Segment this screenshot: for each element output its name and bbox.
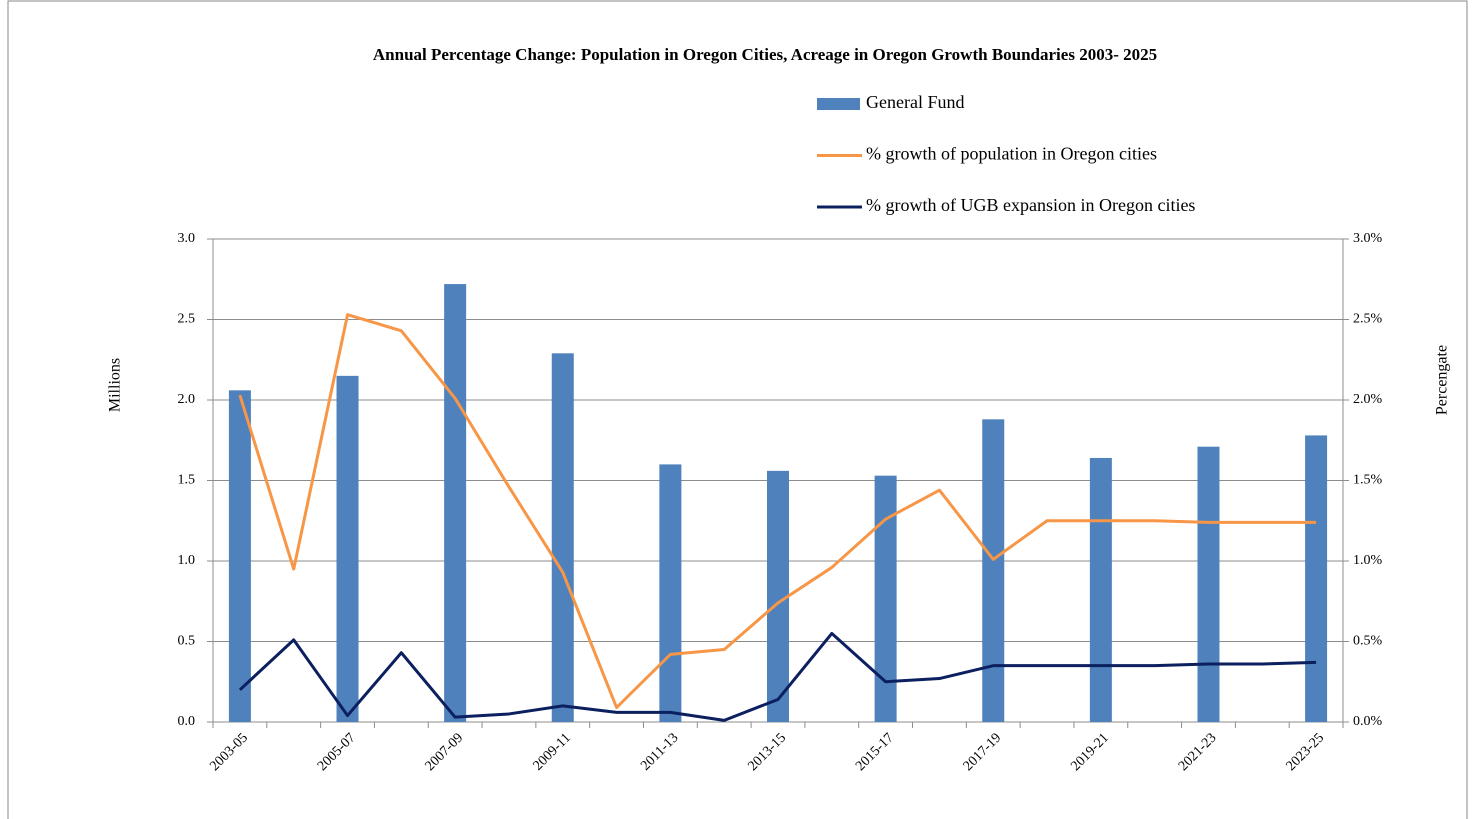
bar bbox=[336, 375, 359, 722]
line-series bbox=[238, 631, 1317, 722]
chart-frame bbox=[7, 0, 1468, 819]
y2-axis-title: Percengate bbox=[1434, 345, 1451, 415]
y-tick-label: 3.0 bbox=[178, 231, 196, 246]
line-series bbox=[238, 313, 1317, 710]
y-axis-title: Millions bbox=[107, 358, 124, 412]
y2-tick-label: 1.0% bbox=[1353, 553, 1383, 568]
bar bbox=[444, 284, 467, 722]
y-tick-label: 0.5 bbox=[178, 634, 196, 649]
bar bbox=[1305, 435, 1328, 722]
bar bbox=[767, 470, 789, 722]
y2-tick-label: 1.5% bbox=[1353, 473, 1383, 488]
chart-title: Annual Percentage Change: Population in … bbox=[373, 45, 1157, 64]
legend-swatch bbox=[817, 98, 860, 110]
legend-label: General Fund bbox=[866, 92, 964, 112]
bar bbox=[1089, 457, 1112, 722]
y-tick-label: 0.0 bbox=[178, 714, 196, 729]
legend-label: % growth of UGB expansion in Oregon citi… bbox=[866, 195, 1195, 215]
y-tick-label: 1.0 bbox=[178, 553, 196, 568]
bar bbox=[228, 390, 251, 722]
y2-tick-label: 3.0% bbox=[1353, 231, 1383, 246]
bar bbox=[982, 419, 1005, 722]
y2-tick-label: 0.0% bbox=[1353, 714, 1383, 729]
legend-label: % growth of population in Oregon cities bbox=[866, 144, 1157, 164]
bar bbox=[874, 475, 897, 722]
y-tick-label: 1.5 bbox=[178, 473, 196, 488]
y2-tick-label: 2.0% bbox=[1353, 392, 1383, 407]
y-tick-label: 2.0 bbox=[178, 392, 196, 407]
bar bbox=[1197, 446, 1220, 722]
y2-tick-label: 0.5% bbox=[1353, 634, 1383, 649]
y2-tick-label: 2.5% bbox=[1353, 312, 1383, 327]
bar bbox=[551, 353, 574, 722]
y-tick-label: 2.5 bbox=[178, 312, 196, 327]
bar bbox=[659, 464, 682, 722]
